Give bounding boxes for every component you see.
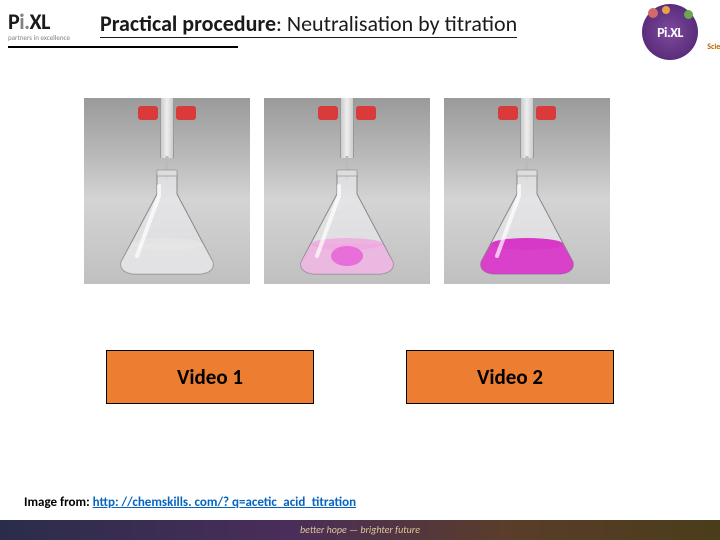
title-bold: Practical procedure — [100, 10, 276, 37]
header-rule — [8, 46, 238, 48]
logo-p: P — [8, 8, 19, 35]
logo-dot: i. — [19, 8, 29, 35]
credit-prefix: Image from: — [24, 495, 93, 510]
logo-tagline: partners in excellence — [8, 33, 84, 42]
credit-link[interactable]: http: //chemskills. com/? q=acetic_acid_… — [93, 495, 357, 510]
flask-image-row — [84, 98, 610, 284]
slide-footer: better hope — brighter future — [0, 520, 720, 540]
title-rest: : Neutralisation by titration — [276, 10, 517, 37]
video-1-button[interactable]: Video 1 — [106, 350, 314, 404]
slide-title: Practical procedure: Neutralisation by t… — [100, 10, 517, 37]
image-credit: Image from: http: //chemskills. com/? q=… — [24, 495, 356, 510]
pixl-logo-right: Pi.XL Science — [642, 4, 718, 64]
flask-image-2 — [264, 98, 430, 284]
flask-image-3 — [444, 98, 610, 284]
flask-image-1 — [84, 98, 250, 284]
pixl-logo-left: Pi.XL partners in excellence — [8, 8, 84, 42]
video-buttons-row: Video 1 Video 2 — [0, 350, 720, 404]
slide-header: Pi.XL partners in excellence Practical p… — [0, 0, 720, 72]
logo-right-subject: Science — [705, 42, 720, 52]
logo-right-text: Pi.XL — [657, 24, 683, 41]
video-2-button[interactable]: Video 2 — [406, 350, 614, 404]
logo-xl: XL — [30, 8, 50, 35]
footer-motto: better hope — brighter future — [300, 523, 420, 536]
